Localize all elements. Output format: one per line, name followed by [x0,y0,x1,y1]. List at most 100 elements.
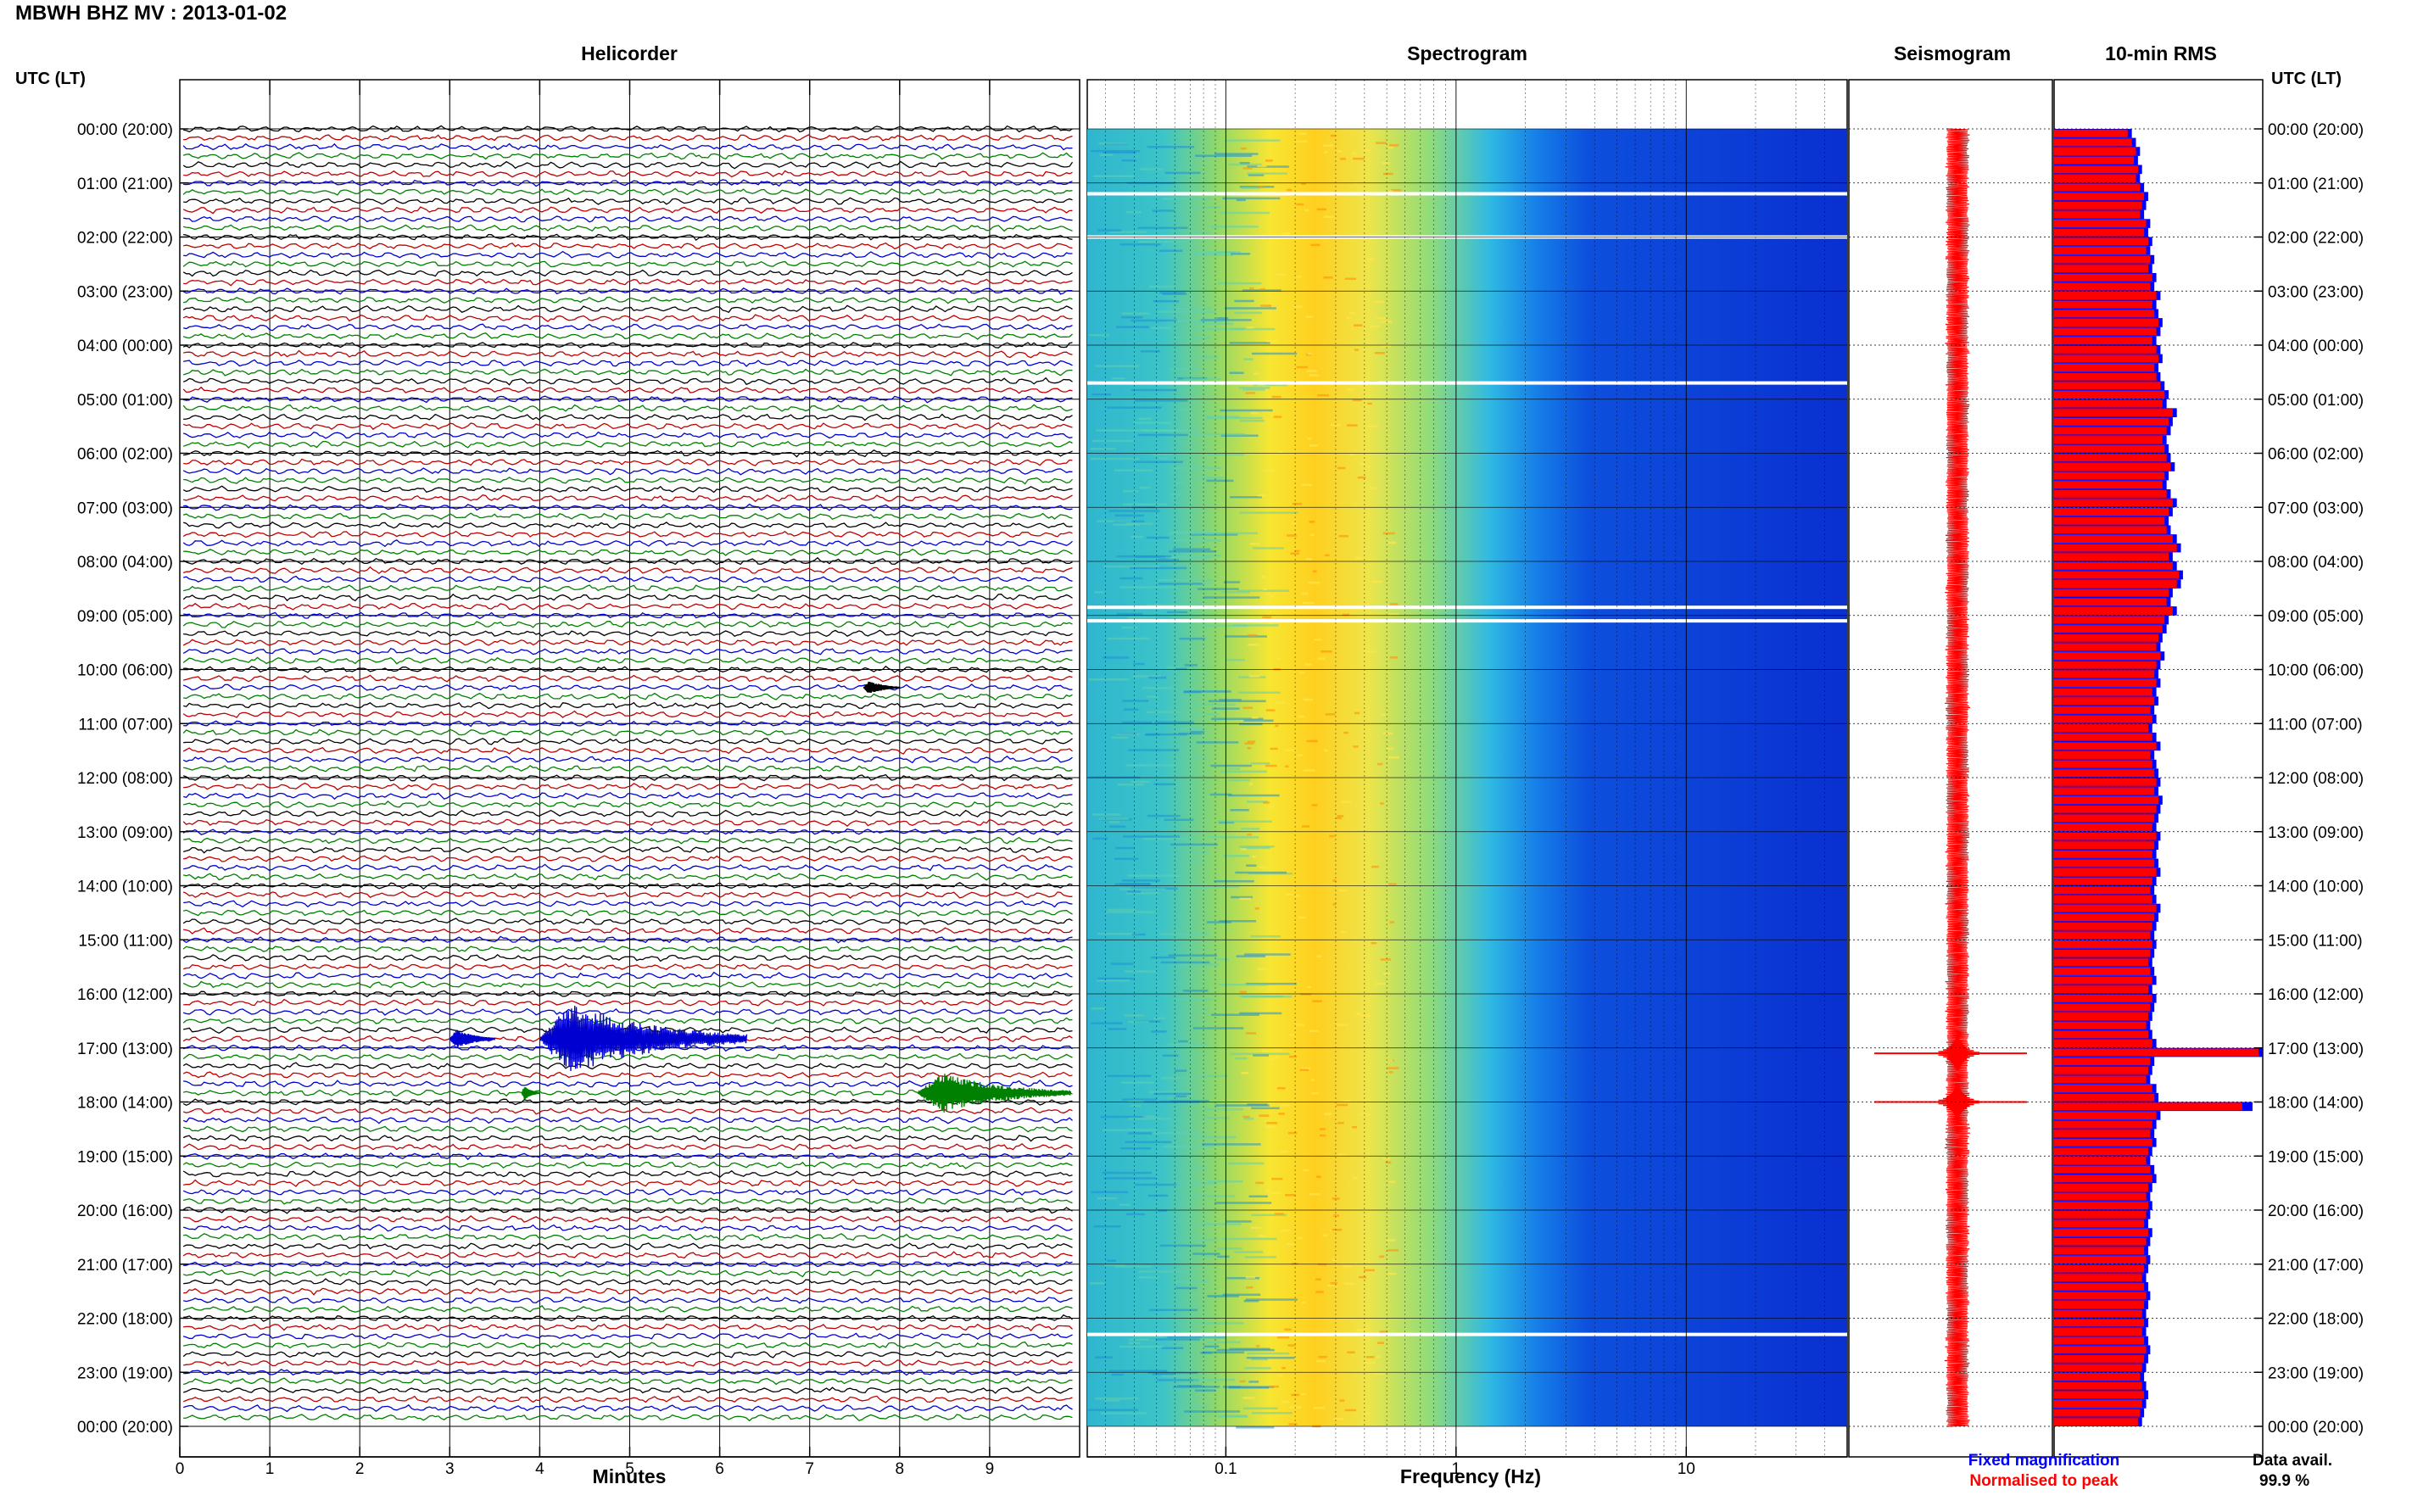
spectrogram-texture [1258,186,1265,188]
spectrogram-texture [1090,1022,1123,1024]
spectrogram-texture [1203,1345,1220,1348]
spectrogram-texture [1251,1358,1269,1361]
spectrogram-texture [1192,1405,1209,1409]
spectrogram-texture [1190,337,1210,340]
spectrogram-texture [1198,1223,1242,1225]
spectrogram-texture [1132,675,1161,678]
spectrogram-texture [1315,1359,1326,1363]
spectrogram-texture [1249,287,1254,290]
helicorder-trace [183,179,1073,187]
spectrogram-texture [1311,804,1318,806]
spectrogram-texture [1387,1249,1399,1252]
spectrogram-texture [1126,210,1142,214]
spectrogram-texture [1157,578,1214,582]
spectrogram-texture [1376,317,1387,320]
spectrogram-texture [1236,955,1266,957]
helicorder-trace [183,998,1073,1007]
spectrogram-texture [1161,1375,1191,1377]
helicorder-trace [182,440,1073,449]
spectrogram-texture [1387,1272,1397,1275]
spectrogram-texture [1198,1074,1228,1078]
helicorder-trace [183,990,1073,998]
spectrogram-texture [1332,1228,1343,1231]
spectrogram-texture [1148,285,1175,288]
spectrogram-texture [1242,1115,1250,1119]
helicorder-trace [183,197,1073,205]
helicorder-trace [182,1134,1073,1142]
rms-bar-normalised [2054,390,2165,399]
spectrogram-texture [1151,1030,1167,1033]
spectrogram-texture [1189,252,1224,254]
spectrogram-texture [1387,146,1393,149]
helicorder-trace [182,269,1073,277]
spectrogram-texture [1284,749,1297,751]
spectrogram-texture [1147,1371,1198,1375]
spectrogram-texture [1147,711,1184,713]
spectrogram-texture [1162,293,1187,295]
spectrogram-texture [1287,1131,1298,1135]
helicorder-trace [183,764,1073,773]
spectrogram-texture [1379,345,1391,348]
helicorder-trace [182,602,1073,611]
spectrogram-texture [1250,411,1259,415]
helicorder-trace [182,566,1073,575]
spectrogram-texture [1254,907,1259,910]
spectrogram-gap [1087,1332,1847,1336]
spectrogram-texture [1109,825,1126,829]
spectrogram-texture [1137,226,1188,230]
spectrogram-texture [1119,577,1143,580]
spectrogram-texture [1276,273,1287,276]
spectrogram-texture [1336,1103,1348,1107]
spectrogram-texture [1312,570,1317,572]
spectrogram-texture [1260,287,1265,291]
spectrogram-texture [1241,187,1261,189]
spectrogram-texture [1285,765,1289,768]
rms-bar-normalised [2054,183,2141,192]
spectrogram-texture [1347,388,1354,391]
spectrogram-texture [1138,417,1152,421]
spectrogram-texture [1091,1191,1129,1194]
spectrogram-texture [1174,482,1185,485]
spectrogram-texture [1363,148,1371,152]
spectrogram-texture [1189,756,1207,759]
rms-bar-normalised [2054,832,2157,840]
spectrogram-texture [1324,1113,1332,1115]
spectrogram-texture [1214,957,1230,961]
rms-bar-normalised [2054,526,2167,534]
spectrogram-texture [1370,325,1380,328]
spectrogram-texture [1354,556,1363,559]
spectrogram-texture [1161,1076,1190,1080]
helicorder-trace [182,647,1073,656]
helicorder-trace [182,342,1073,349]
helicorder-trace [182,728,1073,737]
spectrogram-texture [1371,580,1383,583]
helicorder-x-tick-label: 3 [445,1460,455,1478]
helicorder-trace [183,962,1073,971]
spectrogram-texture [1247,833,1253,836]
spectrogram-texture [1367,402,1372,405]
spectrogram-texture [1366,258,1375,260]
spectrogram-texture [1380,802,1384,805]
spectrogram-texture [1129,1338,1157,1341]
spectrogram-x-tick-label: 1 [1452,1460,1461,1478]
helicorder-event [521,1086,541,1100]
helicorder-trace [182,287,1073,295]
legend-normalised-to-peak: Normalised to peak [1969,1472,2119,1490]
rms-bar-normalised [2054,1138,2152,1147]
spectrogram-texture [1354,711,1360,715]
spectrogram-texture [1239,511,1298,514]
spectrogram-texture [1301,592,1309,595]
spectrogram-texture [1177,1385,1203,1387]
spectrogram-texture [1175,307,1210,310]
rms-bar-normalised [2054,895,2152,903]
spectrogram-texture [1251,716,1259,719]
spectrogram-texture [1374,352,1385,354]
rms-bar-normalised [2054,1219,2145,1228]
helicorder-trace [183,1260,1073,1269]
rms-bar-normalised [2054,1174,2152,1183]
rms-bar-normalised [2054,345,2157,354]
spectrogram-x-tick-label: 0.1 [1214,1460,1237,1478]
spectrogram-texture [1098,142,1128,145]
spectrogram-texture [1229,327,1276,331]
spectrogram-texture [1225,307,1276,310]
